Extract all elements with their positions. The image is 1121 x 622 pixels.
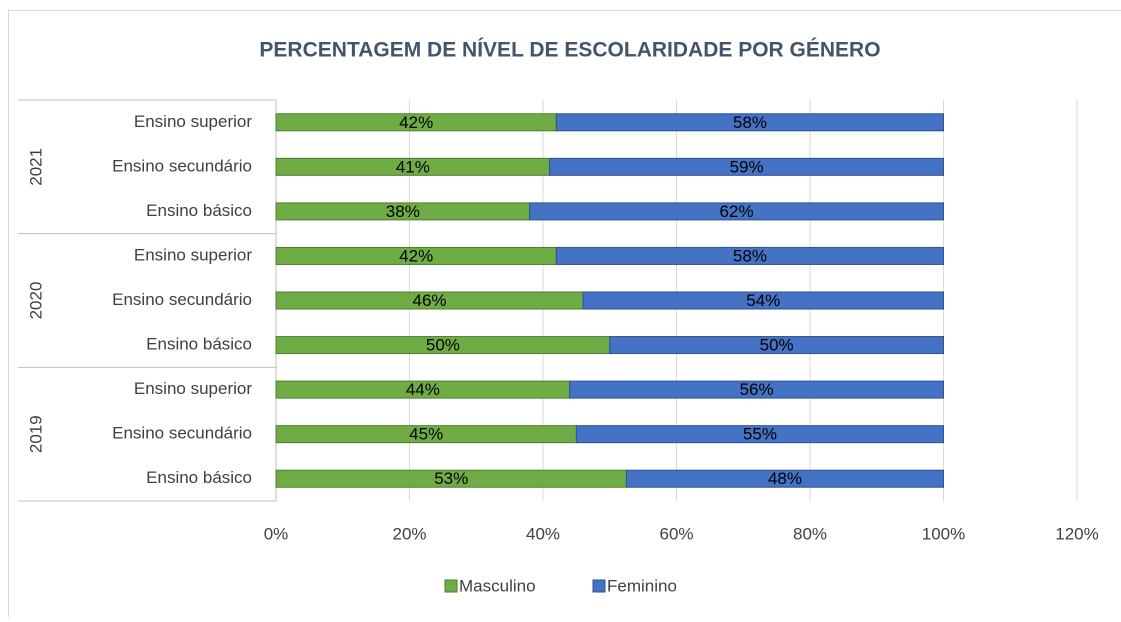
group-label: 2020 — [26, 282, 45, 320]
data-label: 62% — [720, 202, 754, 221]
y-tick-label: Ensino superior — [134, 379, 252, 398]
data-label: 55% — [743, 425, 777, 444]
y-tick-label: Ensino secundário — [112, 424, 252, 443]
data-label: 42% — [399, 246, 433, 265]
y-tick-label: Ensino secundário — [112, 290, 252, 309]
data-label: 45% — [409, 425, 443, 444]
y-tick-label: Ensino secundário — [112, 156, 252, 175]
data-label: 53% — [434, 469, 468, 488]
group-label: 2019 — [26, 415, 45, 453]
x-tick-label: 120% — [1055, 524, 1098, 543]
data-label: 48% — [768, 469, 802, 488]
data-label: 46% — [413, 291, 447, 310]
data-label: 56% — [740, 380, 774, 399]
y-tick-label: Ensino básico — [146, 201, 252, 220]
y-tick-label: Ensino superior — [134, 245, 252, 264]
data-label: 44% — [406, 380, 440, 399]
x-tick-label: 100% — [922, 524, 965, 543]
y-tick-label: Ensino básico — [146, 335, 252, 354]
legend-swatch — [445, 580, 457, 592]
data-label: 54% — [746, 291, 780, 310]
data-label: 58% — [733, 113, 767, 132]
legend-label: Masculino — [459, 576, 536, 595]
x-tick-label: 60% — [659, 524, 693, 543]
data-label: 38% — [386, 202, 420, 221]
x-tick-label: 20% — [392, 524, 426, 543]
y-tick-label: Ensino básico — [146, 468, 252, 487]
data-label: 50% — [426, 336, 460, 355]
data-label: 58% — [733, 246, 767, 265]
chart-title: PERCENTAGEM DE NÍVEL DE ESCOLARIDADE POR… — [259, 39, 880, 62]
data-label: 41% — [396, 157, 430, 176]
data-label: 50% — [760, 336, 794, 355]
x-tick-label: 80% — [793, 524, 827, 543]
legend-label: Feminino — [607, 576, 677, 595]
x-tick-label: 0% — [264, 524, 289, 543]
y-tick-label: Ensino superior — [134, 112, 252, 131]
x-tick-label: 40% — [526, 524, 560, 543]
group-label: 2021 — [26, 148, 45, 186]
legend-swatch — [593, 580, 605, 592]
data-label: 59% — [730, 157, 764, 176]
data-label: 42% — [399, 113, 433, 132]
